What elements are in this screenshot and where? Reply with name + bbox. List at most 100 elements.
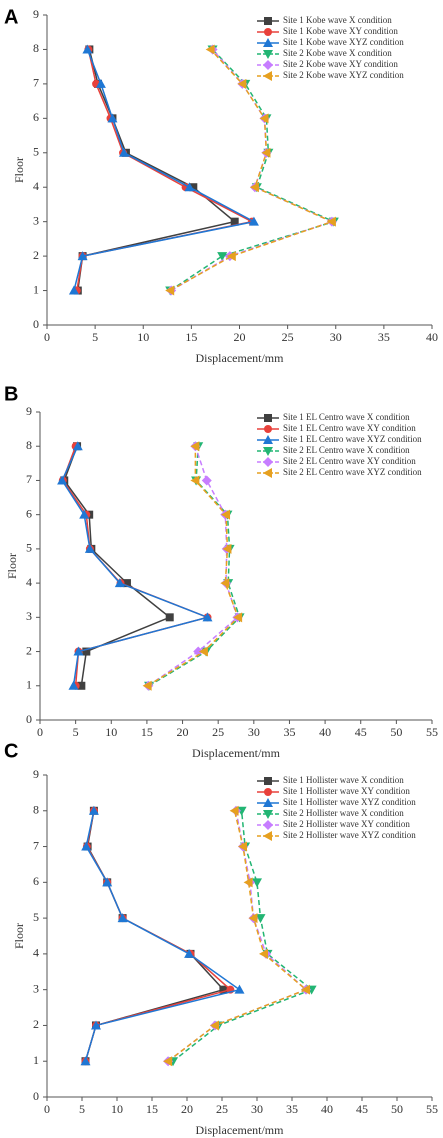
x-tick-label: 30 bbox=[248, 725, 260, 739]
y-tick-label: 5 bbox=[33, 910, 39, 924]
x-tick-label: 45 bbox=[355, 725, 367, 739]
data-point bbox=[301, 984, 310, 995]
legend-label: Site 2 Kobe wave X condition bbox=[283, 48, 392, 58]
data-point bbox=[259, 113, 269, 124]
y-tick-label: 2 bbox=[33, 1017, 39, 1031]
y-tick-label: 1 bbox=[33, 282, 39, 296]
x-tick-label: 35 bbox=[283, 725, 295, 739]
y-tick-label: 2 bbox=[33, 248, 39, 262]
data-point bbox=[255, 914, 266, 924]
series-line bbox=[84, 810, 232, 1062]
y-tick-label: 0 bbox=[33, 1089, 39, 1103]
y-tick-label: 0 bbox=[26, 712, 32, 726]
data-point bbox=[142, 680, 152, 691]
data-point bbox=[238, 841, 247, 852]
x-tick-label: 15 bbox=[146, 1102, 158, 1116]
x-tick-label: 0 bbox=[37, 725, 43, 739]
data-point bbox=[165, 613, 174, 622]
data-point bbox=[233, 612, 243, 623]
x-tick-label: 40 bbox=[321, 1102, 333, 1116]
x-tick-label: 10 bbox=[137, 330, 149, 344]
y-tick-label: 8 bbox=[33, 803, 39, 817]
x-tick-label: 45 bbox=[356, 1102, 368, 1116]
legend-marker bbox=[263, 457, 273, 467]
x-axis-label: Displacement/mm bbox=[196, 351, 285, 365]
y-tick-label: 1 bbox=[26, 678, 32, 692]
legend-label: Site 1 EL Centro wave XY condition bbox=[283, 423, 416, 433]
x-tick-label: 5 bbox=[79, 1102, 85, 1116]
data-point bbox=[248, 216, 259, 226]
x-tick-label: 10 bbox=[111, 1102, 123, 1116]
x-tick-label: 30 bbox=[251, 1102, 263, 1116]
x-tick-label: 50 bbox=[391, 1102, 403, 1116]
legend-marker bbox=[263, 810, 273, 819]
data-point bbox=[259, 948, 268, 959]
legend-label: Site 1 EL Centro wave X condition bbox=[283, 412, 410, 422]
legend-marker bbox=[263, 50, 273, 59]
y-tick-label: 2 bbox=[26, 643, 32, 657]
data-point bbox=[189, 183, 198, 192]
series-line bbox=[172, 810, 314, 1062]
series-line bbox=[73, 49, 257, 291]
y-tick-label: 0 bbox=[33, 317, 39, 331]
y-tick-label: 3 bbox=[33, 213, 39, 227]
series-line bbox=[167, 810, 308, 1062]
data-point bbox=[163, 1056, 173, 1067]
series-line bbox=[147, 446, 240, 687]
legend-label: Site 1 EL Centro wave XYZ condition bbox=[283, 434, 422, 444]
y-tick-label: 9 bbox=[33, 767, 39, 781]
data-point bbox=[222, 543, 232, 554]
data-point bbox=[80, 1056, 91, 1066]
y-tick-label: 3 bbox=[26, 609, 32, 623]
legend-marker bbox=[263, 831, 272, 841]
data-point bbox=[220, 578, 230, 589]
legend-label: Site 1 Hollister wave X condition bbox=[283, 775, 404, 785]
data-point bbox=[84, 543, 95, 553]
data-point bbox=[221, 509, 231, 520]
legend-marker bbox=[263, 60, 273, 70]
legend-marker bbox=[264, 425, 272, 433]
data-point bbox=[82, 44, 93, 54]
data-point bbox=[249, 182, 259, 193]
y-tick-label: 3 bbox=[33, 981, 39, 995]
data-point bbox=[230, 217, 239, 226]
data-point bbox=[88, 805, 99, 815]
x-tick-label: 50 bbox=[390, 725, 402, 739]
legend-label: Site 2 Hollister wave XY condition bbox=[283, 819, 410, 829]
panel-label: C bbox=[4, 740, 18, 762]
data-point bbox=[81, 841, 92, 851]
legend-marker bbox=[263, 435, 273, 444]
data-point bbox=[79, 509, 90, 519]
x-tick-label: 35 bbox=[378, 330, 390, 344]
y-axis-label: Floor bbox=[12, 157, 26, 183]
data-point bbox=[95, 78, 106, 88]
x-tick-label: 25 bbox=[212, 725, 224, 739]
y-tick-label: 6 bbox=[26, 506, 32, 520]
legend-marker bbox=[264, 788, 272, 796]
data-point bbox=[114, 578, 125, 588]
y-tick-label: 4 bbox=[26, 575, 32, 589]
data-point bbox=[68, 680, 79, 690]
x-tick-label: 20 bbox=[234, 330, 246, 344]
y-axis-label: Floor bbox=[5, 553, 19, 579]
y-tick-label: 6 bbox=[33, 110, 39, 124]
legend-marker bbox=[264, 414, 272, 422]
data-point bbox=[190, 441, 200, 452]
series-line bbox=[167, 810, 308, 1062]
legend-label: Site 1 Kobe wave XYZ condition bbox=[283, 37, 404, 47]
data-point bbox=[243, 877, 253, 888]
legend-label: Site 1 Hollister wave XY condition bbox=[283, 786, 410, 796]
x-tick-label: 35 bbox=[286, 1102, 298, 1116]
data-point bbox=[77, 251, 88, 261]
data-point bbox=[229, 805, 239, 816]
data-point bbox=[122, 579, 131, 588]
legend-marker bbox=[263, 447, 273, 456]
legend-label: Site 1 Hollister wave XYZ condition bbox=[283, 797, 416, 807]
x-tick-label: 10 bbox=[105, 725, 117, 739]
series-line bbox=[61, 445, 210, 686]
data-point bbox=[57, 475, 68, 485]
data-point bbox=[326, 216, 336, 227]
data-point bbox=[184, 948, 195, 958]
data-point bbox=[193, 646, 204, 657]
y-tick-label: 4 bbox=[33, 179, 39, 193]
